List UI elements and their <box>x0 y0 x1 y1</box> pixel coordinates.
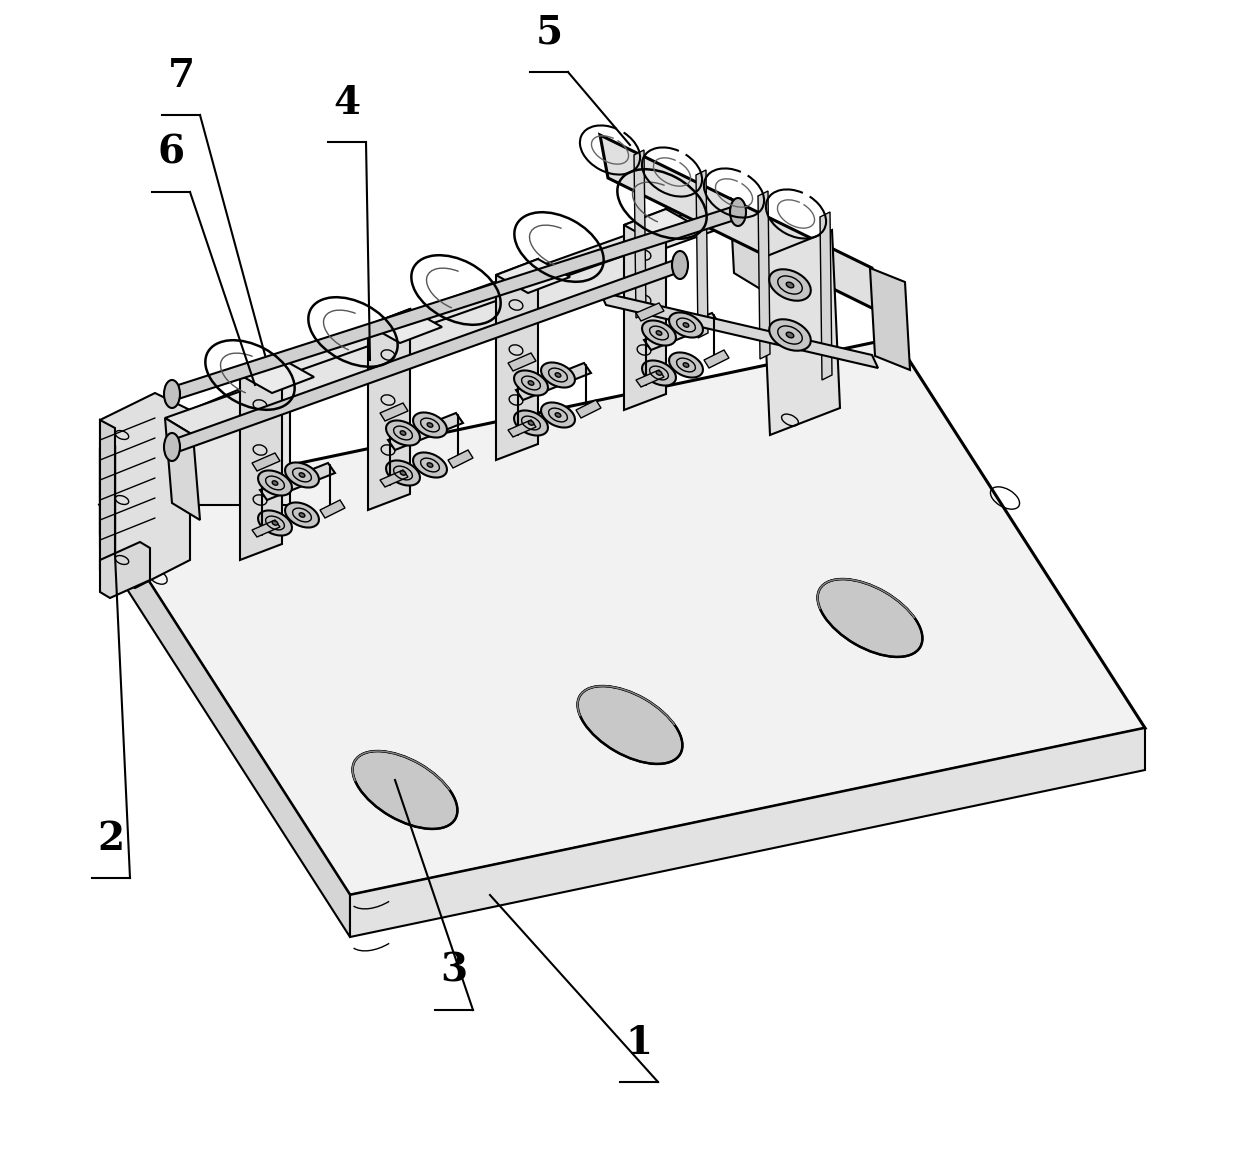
Ellipse shape <box>642 360 676 386</box>
Polygon shape <box>508 420 536 438</box>
Text: 6: 6 <box>157 135 185 172</box>
Ellipse shape <box>672 252 688 278</box>
Polygon shape <box>241 359 314 393</box>
Ellipse shape <box>656 371 662 376</box>
Polygon shape <box>636 303 663 321</box>
Polygon shape <box>516 363 591 400</box>
Polygon shape <box>758 191 770 359</box>
Polygon shape <box>696 170 708 338</box>
Ellipse shape <box>401 470 405 475</box>
Ellipse shape <box>556 413 560 418</box>
Polygon shape <box>624 209 666 410</box>
Ellipse shape <box>515 411 548 435</box>
Polygon shape <box>172 205 738 401</box>
Polygon shape <box>379 470 408 487</box>
Ellipse shape <box>541 363 575 387</box>
Ellipse shape <box>272 521 278 525</box>
Polygon shape <box>100 393 190 589</box>
Polygon shape <box>600 292 878 369</box>
Polygon shape <box>320 500 345 518</box>
Polygon shape <box>100 542 150 598</box>
Polygon shape <box>704 350 729 369</box>
Polygon shape <box>379 402 408 421</box>
Polygon shape <box>577 400 601 418</box>
Text: 7: 7 <box>167 57 195 95</box>
Ellipse shape <box>285 502 319 528</box>
Polygon shape <box>252 453 280 472</box>
Ellipse shape <box>670 312 703 337</box>
Text: 1: 1 <box>625 1024 652 1062</box>
Ellipse shape <box>258 510 291 536</box>
Polygon shape <box>241 359 281 560</box>
Text: 5: 5 <box>536 14 563 51</box>
Polygon shape <box>388 413 463 450</box>
Text: 4: 4 <box>334 84 361 122</box>
Ellipse shape <box>683 363 689 367</box>
Polygon shape <box>508 353 536 371</box>
Polygon shape <box>496 259 570 292</box>
Ellipse shape <box>769 269 811 301</box>
Polygon shape <box>368 309 441 343</box>
Polygon shape <box>763 230 839 435</box>
Ellipse shape <box>786 332 794 338</box>
Polygon shape <box>100 369 290 505</box>
Polygon shape <box>496 259 538 460</box>
Ellipse shape <box>258 470 291 496</box>
Polygon shape <box>870 268 910 370</box>
Ellipse shape <box>670 352 703 378</box>
Ellipse shape <box>299 512 305 517</box>
Polygon shape <box>100 505 350 937</box>
Polygon shape <box>100 338 1145 895</box>
Polygon shape <box>624 209 698 243</box>
Ellipse shape <box>401 431 405 435</box>
Ellipse shape <box>427 463 433 467</box>
Polygon shape <box>350 728 1145 937</box>
Polygon shape <box>730 198 763 290</box>
Ellipse shape <box>386 461 420 486</box>
Text: 3: 3 <box>440 952 467 990</box>
Polygon shape <box>255 198 758 385</box>
Text: 2: 2 <box>98 820 124 858</box>
Ellipse shape <box>285 462 319 488</box>
Polygon shape <box>260 463 335 500</box>
Ellipse shape <box>352 751 458 828</box>
Ellipse shape <box>769 319 811 351</box>
Ellipse shape <box>656 331 662 336</box>
Polygon shape <box>448 450 472 468</box>
Ellipse shape <box>386 420 420 446</box>
Ellipse shape <box>683 323 689 328</box>
Ellipse shape <box>413 453 446 477</box>
Ellipse shape <box>578 686 682 764</box>
Polygon shape <box>165 250 668 435</box>
Polygon shape <box>172 259 680 454</box>
Ellipse shape <box>817 579 923 656</box>
Ellipse shape <box>730 198 746 226</box>
Ellipse shape <box>413 413 446 438</box>
Ellipse shape <box>299 473 305 477</box>
Polygon shape <box>100 420 115 578</box>
Polygon shape <box>252 519 280 537</box>
Ellipse shape <box>541 402 575 427</box>
Polygon shape <box>820 212 832 380</box>
Ellipse shape <box>515 371 548 395</box>
Polygon shape <box>634 150 646 318</box>
Polygon shape <box>165 418 200 519</box>
Ellipse shape <box>786 282 794 288</box>
Ellipse shape <box>164 433 180 461</box>
Ellipse shape <box>528 380 534 385</box>
Ellipse shape <box>427 422 433 427</box>
Ellipse shape <box>528 421 534 425</box>
Polygon shape <box>636 370 663 387</box>
Ellipse shape <box>164 380 180 408</box>
Polygon shape <box>644 314 719 350</box>
Polygon shape <box>368 309 410 510</box>
Ellipse shape <box>272 481 278 486</box>
Ellipse shape <box>642 321 676 345</box>
Ellipse shape <box>556 373 560 377</box>
Polygon shape <box>600 135 880 312</box>
